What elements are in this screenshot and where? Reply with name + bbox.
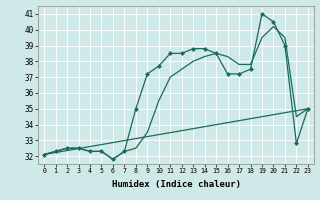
X-axis label: Humidex (Indice chaleur): Humidex (Indice chaleur) bbox=[111, 180, 241, 189]
